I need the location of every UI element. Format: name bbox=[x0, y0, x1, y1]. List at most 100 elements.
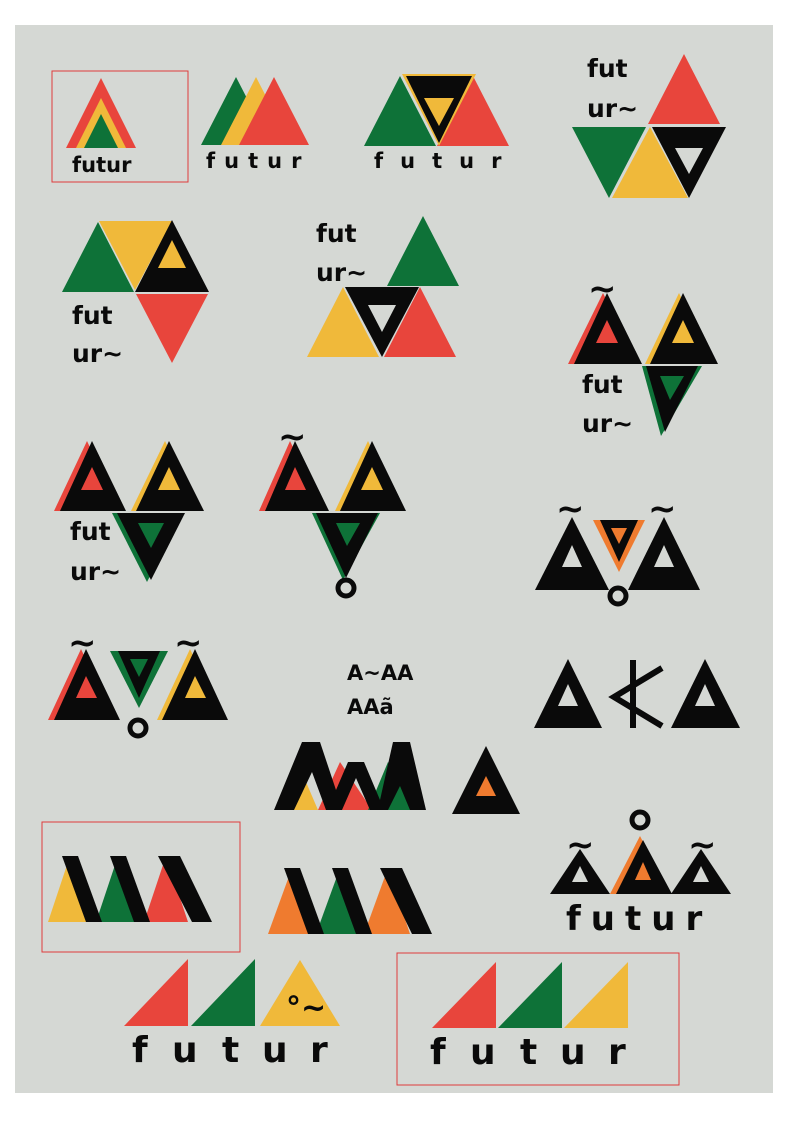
zigzag-black bbox=[274, 742, 426, 810]
selection-frame-1 bbox=[51, 70, 189, 183]
letter-f: f bbox=[430, 1032, 446, 1073]
word-ur: ur~ bbox=[72, 339, 123, 368]
logo-concept-10: ~ ~ bbox=[535, 489, 700, 607]
inverted-a-black bbox=[646, 366, 698, 432]
letter-a-counter bbox=[654, 545, 674, 567]
word-fut: fut bbox=[587, 54, 628, 83]
letter-a-counter bbox=[562, 545, 582, 567]
letter-a-counter bbox=[76, 676, 97, 698]
logo-concept-9: ~ bbox=[259, 417, 406, 599]
snippet-line-1: A~AA bbox=[347, 661, 414, 685]
letter-r: r bbox=[310, 1030, 328, 1071]
word-ur: ur~ bbox=[316, 258, 367, 287]
wordmark-futur: futur bbox=[206, 149, 310, 173]
logo-concept-14 bbox=[452, 746, 520, 814]
triangle-red bbox=[384, 287, 456, 357]
inverted-a-counter bbox=[660, 376, 684, 400]
logo-concept-12 bbox=[534, 659, 740, 729]
triangle-orange bbox=[364, 868, 410, 934]
inverted-a-counter bbox=[424, 98, 454, 126]
letter-r: r bbox=[608, 1032, 626, 1073]
letter-a-counter bbox=[158, 467, 180, 490]
logo-concept-1: futur bbox=[51, 70, 189, 183]
triangle-yellow bbox=[612, 127, 688, 198]
selection-frame-3 bbox=[396, 952, 680, 1086]
word-ur: ur~ bbox=[582, 409, 633, 438]
word-fut: fut bbox=[70, 517, 111, 546]
ring-tilde-accent: °~ bbox=[286, 991, 326, 1026]
letter-a-counter bbox=[185, 676, 206, 698]
letter-a-counter bbox=[596, 320, 618, 343]
wordmark-futur: futur bbox=[72, 153, 132, 177]
triangle-green bbox=[387, 216, 459, 286]
letter-t: t bbox=[520, 1032, 537, 1073]
triangle-green bbox=[84, 114, 118, 148]
letter-a-counter bbox=[81, 467, 103, 490]
stripe-black-1 bbox=[284, 868, 324, 934]
logo-concept-15 bbox=[41, 821, 241, 953]
letter-a-counter bbox=[285, 467, 306, 490]
word-fut: fut bbox=[72, 301, 113, 330]
letter-u: u bbox=[262, 1030, 288, 1071]
word-ur: ur~ bbox=[70, 557, 121, 586]
ring-accent bbox=[607, 585, 629, 607]
stripe-black-1 bbox=[62, 856, 102, 922]
triangle-red bbox=[648, 54, 720, 124]
logo-concept-4: fut ur~ bbox=[572, 54, 726, 198]
inverted-a-counter bbox=[368, 305, 396, 332]
triangle-yellow bbox=[260, 960, 340, 1026]
letter-u: u bbox=[470, 1032, 496, 1073]
type-snippet: A~AA AAã bbox=[347, 661, 414, 719]
letter-f: f bbox=[132, 1030, 148, 1071]
logo-concept-11: ~ ~ bbox=[48, 623, 228, 739]
letter-a-counter bbox=[361, 467, 383, 490]
stripe-black-3 bbox=[158, 856, 212, 922]
wedge-green bbox=[191, 959, 255, 1026]
word-fut: fut bbox=[582, 370, 623, 399]
triangle-red bbox=[144, 856, 188, 922]
stripe-black-2 bbox=[332, 868, 372, 934]
triangle-green-inverted bbox=[572, 127, 646, 198]
letter-a-counter bbox=[572, 866, 588, 882]
letter-a-counter bbox=[693, 866, 709, 882]
triangle-green bbox=[364, 76, 436, 146]
letter-a-counter bbox=[695, 684, 715, 706]
inverted-a-counter bbox=[138, 523, 164, 548]
logo-concept-18: °~ f u t u r bbox=[124, 959, 340, 1071]
logo-concept-8: fut ur~ bbox=[54, 441, 204, 586]
inverted-a-counter bbox=[336, 523, 360, 546]
letter-a-counter bbox=[558, 684, 578, 706]
snippet-line-2: AAã bbox=[347, 695, 394, 719]
wedge-red bbox=[432, 962, 496, 1028]
logo-concept-19: f u t u r bbox=[396, 952, 680, 1086]
wordmark-futur: futur bbox=[566, 899, 712, 939]
angle-mark bbox=[608, 665, 664, 729]
letter-a-counter bbox=[672, 320, 694, 343]
triangle-yellow bbox=[307, 287, 379, 357]
logo-concept-2: futur bbox=[201, 77, 310, 173]
ring-accent bbox=[335, 577, 357, 599]
selection-frame-2 bbox=[41, 821, 241, 953]
stripe-black-3 bbox=[380, 868, 432, 934]
wedge-green bbox=[498, 962, 562, 1028]
logo-concept-16 bbox=[268, 868, 432, 934]
ring-accent bbox=[629, 809, 651, 831]
logo-concept-6: fut ur~ bbox=[307, 216, 459, 357]
logo-concept-17: ~ ~ futur bbox=[550, 809, 731, 939]
triangle-red bbox=[437, 76, 509, 146]
triangle-red bbox=[239, 77, 309, 145]
letter-a-counter bbox=[158, 240, 186, 268]
triangle-red-inverted bbox=[136, 294, 208, 363]
word-fut: fut bbox=[316, 219, 357, 248]
inverted-a-counter bbox=[611, 528, 627, 544]
logo-concept-3: futur bbox=[364, 74, 509, 173]
word-ur: ur~ bbox=[587, 94, 638, 123]
inverted-a-counter bbox=[130, 659, 148, 677]
stripe-black-2 bbox=[110, 856, 150, 922]
letter-t: t bbox=[222, 1030, 239, 1071]
wedge-yellow bbox=[564, 962, 628, 1028]
letter-u: u bbox=[560, 1032, 586, 1073]
logo-concept-5: fut ur~ bbox=[62, 220, 209, 368]
ring-accent bbox=[127, 717, 149, 739]
